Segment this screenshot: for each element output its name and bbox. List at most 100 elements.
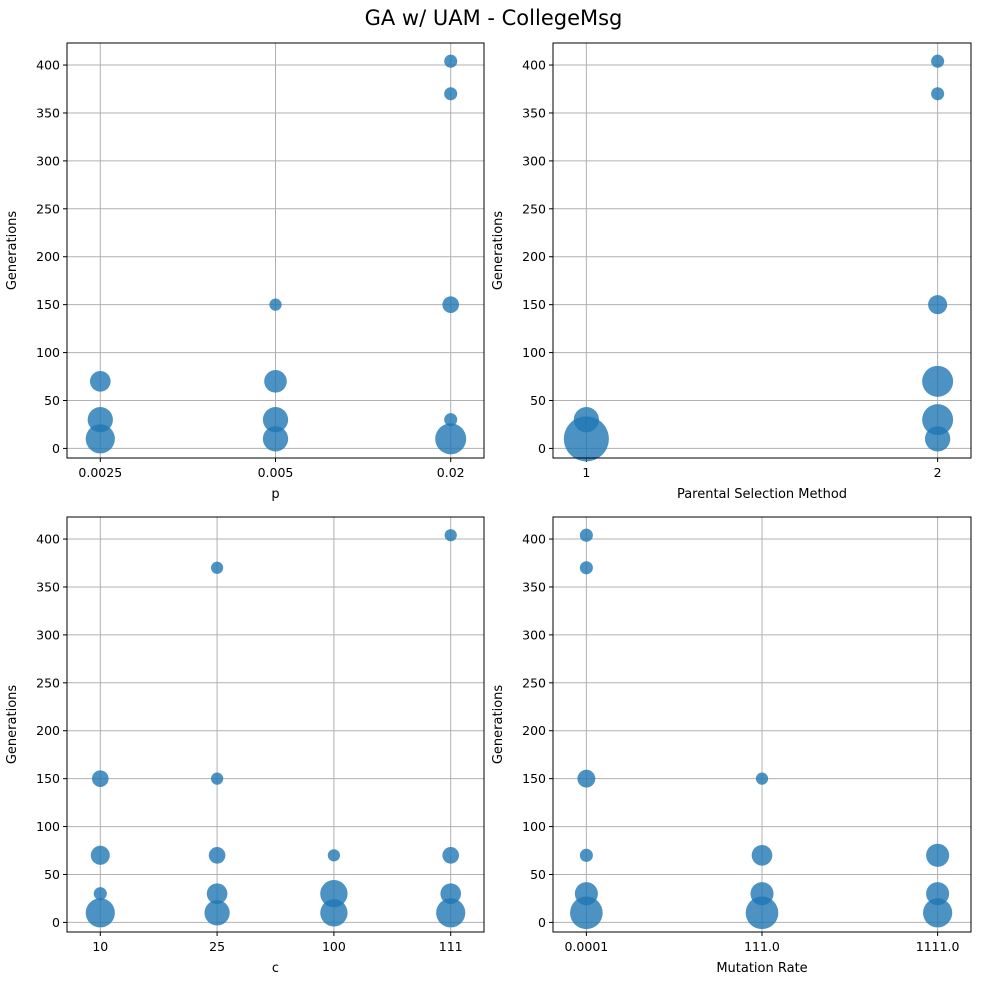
scatter-point-111-0-70 bbox=[751, 845, 773, 866]
y-tick-label: 0 bbox=[538, 441, 546, 456]
scatter-point-1-10 bbox=[563, 416, 609, 462]
subplot-c: 0 50 100 150 200 250 300 350 400 10 25 100 111 c Gener… bbox=[5, 516, 485, 976]
scatter-point-100-30 bbox=[320, 880, 348, 908]
x-axis-label: Parental Selection Method bbox=[677, 487, 847, 502]
scatter-point-2-70 bbox=[922, 365, 954, 397]
x-tick-label: 0.005 bbox=[258, 465, 294, 480]
scatter-point-111-404 bbox=[444, 529, 457, 542]
x-tick-label: 0.0001 bbox=[564, 939, 608, 954]
x-axis-label: Mutation Rate bbox=[716, 961, 807, 976]
x-tick-label: 2 bbox=[934, 465, 942, 480]
y-tick-label: 400 bbox=[522, 58, 546, 73]
y-tick-label: 350 bbox=[36, 579, 60, 594]
y-tick-label: 250 bbox=[522, 675, 546, 690]
x-tick-label: 0.02 bbox=[437, 465, 465, 480]
scatter-point-10-10 bbox=[85, 898, 115, 928]
scatter-point-100-10 bbox=[320, 899, 348, 927]
scatter-point-100-70 bbox=[327, 849, 341, 862]
scatter-point-111-0-30 bbox=[750, 882, 774, 906]
y-axis-label: Generations bbox=[491, 685, 506, 765]
scatter-point-0-0001-370 bbox=[579, 561, 593, 575]
y-tick-label: 100 bbox=[522, 345, 546, 360]
scatter-point-0-005-70 bbox=[264, 370, 287, 393]
scatter-point-10-30 bbox=[93, 887, 107, 901]
scatter-point-0-0001-30 bbox=[574, 882, 598, 906]
scatter-point-0-02-370 bbox=[444, 87, 458, 101]
x-tick-label: 100 bbox=[322, 939, 346, 954]
scatter-point-25-10 bbox=[204, 900, 230, 926]
scatter-point-0-005-30 bbox=[262, 407, 289, 433]
y-tick-label: 100 bbox=[522, 819, 546, 834]
y-tick-label: 0 bbox=[52, 915, 60, 930]
axes-frame bbox=[66, 42, 485, 459]
y-tick-label: 150 bbox=[36, 771, 60, 786]
scatter-point-0-02-404 bbox=[444, 54, 458, 68]
scatter-point-111-0-10 bbox=[745, 896, 779, 930]
y-tick-label: 250 bbox=[36, 201, 60, 216]
y-tick-label: 200 bbox=[522, 249, 546, 264]
scatter-point-0-0001-404 bbox=[579, 528, 593, 542]
y-tick-label: 350 bbox=[522, 105, 546, 120]
y-tick-label: 400 bbox=[36, 58, 60, 73]
y-tick-label: 200 bbox=[522, 723, 546, 738]
y-tick-label: 50 bbox=[44, 393, 60, 408]
scatter-point-0-0001-150 bbox=[577, 769, 596, 788]
y-tick-label: 400 bbox=[522, 532, 546, 547]
scatter-point-111-10 bbox=[436, 898, 466, 928]
y-tick-label: 300 bbox=[522, 627, 546, 642]
x-axis-label: p bbox=[271, 487, 279, 502]
y-axis-label: Generations bbox=[5, 211, 20, 291]
scatter-point-25-30 bbox=[206, 883, 228, 904]
scatter-point-2-404 bbox=[931, 54, 945, 68]
scatter-point-0-02-30 bbox=[444, 413, 458, 427]
scatter-point-25-370 bbox=[210, 561, 224, 574]
x-axis-label: c bbox=[272, 961, 279, 976]
x-tick-label: 111.0 bbox=[744, 939, 780, 954]
y-tick-label: 350 bbox=[522, 579, 546, 594]
scatter-point-1-30 bbox=[573, 407, 600, 433]
scatter-point-1111-0-30 bbox=[926, 882, 950, 906]
scatter-point-111-0-150 bbox=[755, 772, 769, 785]
scatter-point-0-005-150 bbox=[269, 298, 282, 311]
y-tick-label: 200 bbox=[36, 723, 60, 738]
scatter-point-0-0001-70 bbox=[579, 848, 593, 862]
axes-frame bbox=[552, 42, 972, 459]
y-tick-label: 0 bbox=[538, 915, 546, 930]
scatter-point-0-0025-10 bbox=[85, 424, 115, 454]
y-tick-label: 100 bbox=[36, 819, 60, 834]
y-tick-label: 150 bbox=[36, 297, 60, 312]
y-tick-label: 250 bbox=[36, 675, 60, 690]
y-tick-label: 400 bbox=[36, 532, 60, 547]
scatter-point-10-150 bbox=[91, 770, 109, 787]
axes-frame bbox=[552, 516, 972, 933]
y-axis-label: Generations bbox=[5, 685, 20, 765]
y-tick-label: 50 bbox=[44, 867, 60, 882]
scatter-point-1111-0-10 bbox=[923, 898, 953, 928]
y-tick-label: 350 bbox=[36, 105, 60, 120]
scatter-point-1111-0-70 bbox=[926, 843, 950, 867]
x-tick-label: 0.0025 bbox=[78, 465, 122, 480]
scatter-point-25-70 bbox=[208, 847, 226, 864]
y-tick-label: 100 bbox=[36, 345, 60, 360]
y-tick-label: 300 bbox=[522, 153, 546, 168]
y-tick-label: 150 bbox=[522, 297, 546, 312]
axes-frame bbox=[66, 516, 485, 933]
y-tick-label: 300 bbox=[36, 153, 60, 168]
scatter-point-0-0025-30 bbox=[87, 407, 113, 433]
scatter-point-0-0001-10 bbox=[570, 896, 603, 930]
subplot-p: 0 50 100 150 200 250 300 350 400 0.0025 0.005 0.02 p… bbox=[5, 42, 485, 502]
y-tick-label: 300 bbox=[36, 627, 60, 642]
scatter-point-2-370 bbox=[931, 87, 945, 101]
y-tick-label: 50 bbox=[530, 867, 546, 882]
y-axis-label: Generations bbox=[491, 211, 506, 291]
y-tick-label: 0 bbox=[52, 441, 60, 456]
y-tick-label: 150 bbox=[522, 771, 546, 786]
y-tick-label: 50 bbox=[530, 393, 546, 408]
scatter-point-0-02-150 bbox=[442, 296, 460, 313]
scatter-point-25-150 bbox=[210, 772, 224, 785]
scatter-point-0-02-10 bbox=[435, 423, 467, 455]
scatter-point-0-0025-70 bbox=[89, 371, 111, 392]
scatter-point-111-30 bbox=[440, 883, 462, 904]
scatter-point-111-70 bbox=[442, 847, 460, 864]
x-tick-label: 25 bbox=[209, 939, 225, 954]
